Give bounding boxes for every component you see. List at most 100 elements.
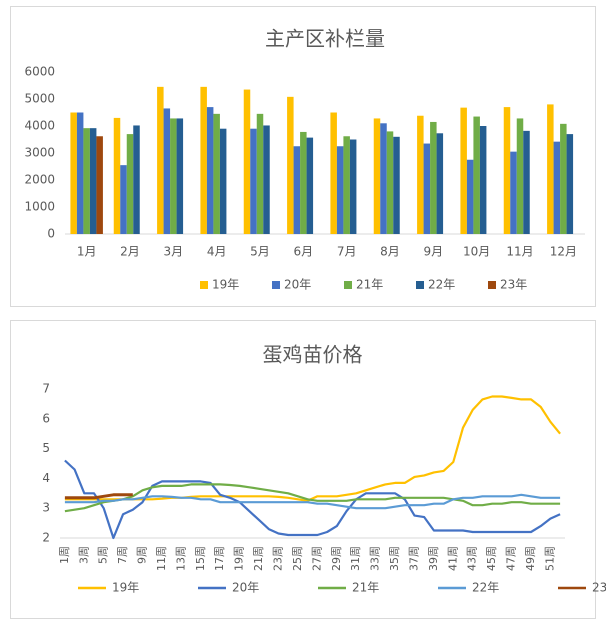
y-tick-label: 7 [42,382,50,396]
x-tick-label: 1月 [77,245,97,259]
x-tick-label: 49周 [524,546,537,571]
bar [436,133,444,234]
bar [89,128,97,234]
bar [133,125,140,234]
x-tick-label: 27周 [310,546,323,571]
bar [423,143,431,234]
bar [380,123,387,234]
bar [473,116,480,234]
bar [176,118,184,234]
bar [466,159,474,234]
legend-label: 23年 [500,278,527,292]
bar [213,113,220,234]
x-tick-label: 6月 [294,245,314,259]
x-tick-label: 29周 [330,546,343,571]
bar [287,96,294,234]
bar [560,123,567,234]
bar [76,112,84,234]
legend-swatch [416,281,424,289]
bar [349,139,357,234]
bar [386,131,394,234]
bar [417,115,424,234]
y-tick-label: 4000 [24,119,55,133]
bar [336,146,344,234]
x-tick-label: 45周 [485,546,498,571]
x-tick-label: 5月 [250,245,270,259]
legend-label: 19年 [112,581,139,595]
legend-label: 20年 [232,581,259,595]
x-tick-label: 15周 [194,546,207,571]
legend-swatch [488,281,496,289]
bar [293,146,301,234]
x-tick-label: 7周 [116,546,129,564]
x-tick-label: 3月 [164,245,184,259]
bar [503,107,511,234]
legend-label: 19年 [212,278,239,292]
bar [523,130,530,234]
legend-swatch [272,281,280,289]
bar [510,151,517,234]
bar [553,141,561,234]
x-tick-label: 9月 [424,245,444,259]
legend-label: 21年 [352,581,379,595]
y-tick-label: 3 [42,501,50,515]
x-tick-label: 11周 [155,546,168,571]
x-tick-label: 41周 [446,546,459,571]
legend-label: 22年 [428,278,455,292]
bar [219,128,227,234]
x-tick-label: 11月 [506,245,533,259]
y-tick-label: 3000 [24,146,55,160]
bar [250,128,257,234]
x-tick-label: 51周 [543,546,556,571]
x-tick-label: 21周 [252,546,265,571]
y-tick-label: 0 [47,227,55,241]
line-series [64,395,561,502]
y-tick-label: 5 [42,441,50,455]
x-tick-label: 31周 [349,546,362,571]
x-tick-label: 2月 [120,245,140,259]
bar [243,89,251,234]
bar [96,136,103,234]
bar [126,134,134,234]
bar [113,117,121,234]
y-tick-label: 6000 [24,65,55,79]
bar [263,125,270,234]
y-tick-label: 5000 [24,92,55,106]
bar [120,165,127,234]
bar [300,131,307,234]
y-tick-label: 6 [42,411,50,425]
legend-label: 22年 [472,581,499,595]
x-tick-label: 3周 [77,546,90,564]
x-tick-label: 8月 [380,245,400,259]
x-tick-label: 10月 [463,245,490,259]
legend-label: 21年 [356,278,383,292]
bar [566,134,574,234]
bar [430,121,437,234]
bar [70,112,77,234]
x-tick-label: 4月 [207,245,227,259]
chart-frame [10,320,596,619]
x-tick-label: 33周 [369,546,382,571]
legend-swatch [344,281,352,289]
bar [479,126,487,234]
bar [157,86,164,234]
legend-swatch [200,281,208,289]
x-tick-label: 5周 [97,546,110,564]
line-series [64,493,133,500]
x-tick-label: 39周 [427,546,440,571]
y-tick-label: 4 [42,471,50,485]
bar [170,118,177,234]
bar [206,107,214,234]
bar [330,112,337,234]
x-tick-label: 37周 [407,546,420,571]
bar [306,137,314,234]
x-tick-label: 17周 [213,546,226,571]
line-series [64,493,561,510]
bar [393,136,400,234]
y-tick-label: 2000 [24,173,55,187]
bar [200,86,207,234]
x-tick-label: 35周 [388,546,401,571]
chart-title: 蛋鸡苗价格 [263,343,363,367]
legend-label: 20年 [284,278,311,292]
